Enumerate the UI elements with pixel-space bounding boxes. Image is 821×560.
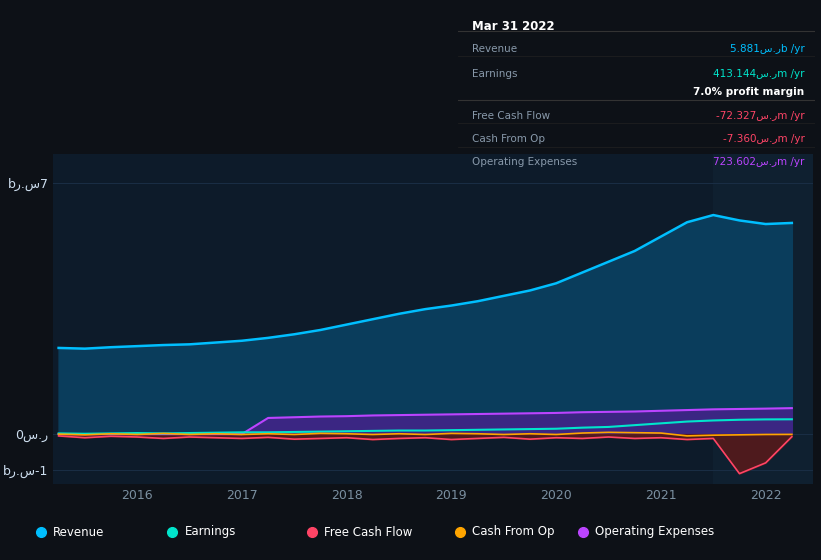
Text: 7.0% profit margin: 7.0% profit margin [694,87,805,97]
Text: 5.881س.رb /yr: 5.881س.رb /yr [730,44,805,54]
Text: -7.360س.رm /yr: -7.360س.رm /yr [722,134,805,144]
Bar [713,154,813,484]
Text: Operating Expenses: Operating Expenses [472,157,578,167]
Text: Mar 31 2022: Mar 31 2022 [472,20,555,34]
Text: Cash From Op: Cash From Op [472,525,554,539]
Text: Cash From Op: Cash From Op [472,134,545,144]
Text: 723.602س.رm /yr: 723.602س.رm /yr [713,157,805,167]
Text: Earnings: Earnings [185,525,236,539]
Text: Free Cash Flow: Free Cash Flow [324,525,413,539]
Text: Revenue: Revenue [53,525,105,539]
Text: -72.327س.رm /yr: -72.327س.رm /yr [716,111,805,121]
Text: Earnings: Earnings [472,69,518,78]
Text: Free Cash Flow: Free Cash Flow [472,111,551,121]
Text: Operating Expenses: Operating Expenses [595,525,714,539]
Text: Revenue: Revenue [472,44,517,54]
Text: 413.144س.رm /yr: 413.144س.رm /yr [713,69,805,78]
